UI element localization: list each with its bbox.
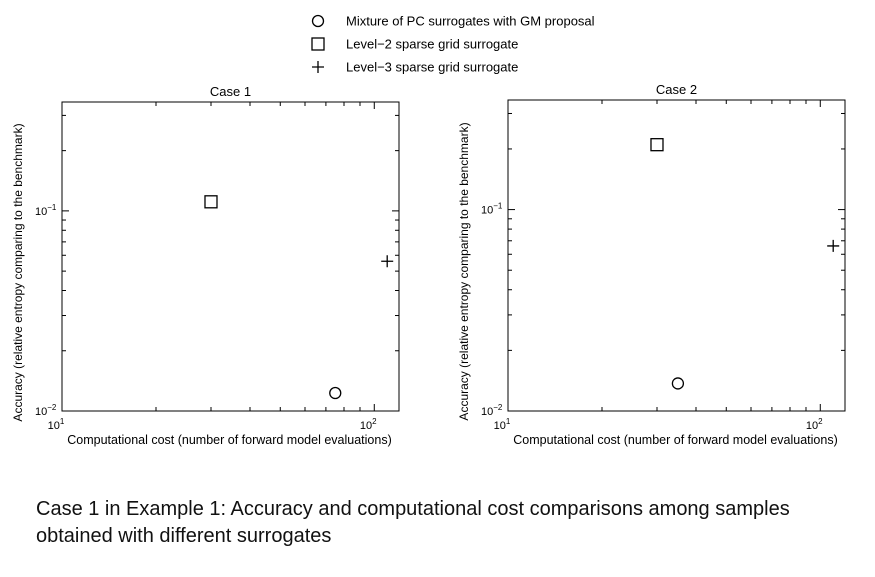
- x-axis-label: Computational cost (number of forward mo…: [67, 433, 391, 447]
- x-tick-label: 101: [494, 417, 511, 432]
- chart-title: Case 2: [656, 82, 697, 97]
- legend-label: Mixture of PC surrogates with GM proposa…: [346, 14, 595, 29]
- y-tick-label: 10−1: [35, 203, 57, 218]
- legend: Mixture of PC surrogates with GM proposa…: [311, 14, 595, 75]
- figure-caption: Case 1 in Example 1: Accuracy and comput…: [36, 498, 790, 547]
- x-tick-label: 102: [360, 417, 377, 432]
- legend-marker-square: [311, 37, 325, 51]
- y-axis-label: Accuracy (relative entropy comparing to …: [11, 123, 25, 421]
- data-point-circle: [329, 386, 342, 400]
- data-point-plus: [827, 239, 840, 252]
- y-axis-label: Accuracy (relative entropy comparing to …: [457, 122, 471, 420]
- x-tick-label: 102: [806, 417, 823, 432]
- y-tick-label: 10−2: [35, 403, 57, 418]
- x-axis-label: Computational cost (number of forward mo…: [513, 433, 837, 447]
- data-point-plus: [381, 255, 394, 268]
- data-point-circle: [671, 377, 685, 390]
- data-point-square: [204, 195, 218, 209]
- legend-marker-circle: [311, 14, 325, 28]
- plot-area: [61, 101, 400, 412]
- legend-marker-plus: [312, 61, 324, 73]
- chart-panel-2: Case 2 101 102 10−2 10−1 Computational cost (…: [457, 82, 846, 447]
- axis-ticks: [507, 100, 845, 412]
- data-point-square: [650, 138, 664, 152]
- legend-label: Level−3 sparse grid surrogate: [346, 60, 518, 75]
- y-tick-label: 10−1: [481, 202, 503, 217]
- figure: Mixture of PC surrogates with GM proposa…: [11, 14, 846, 447]
- legend-label: Level−2 sparse grid surrogate: [346, 37, 518, 52]
- axis-ticks: [61, 102, 399, 412]
- y-tick-label: 10−2: [481, 403, 503, 418]
- chart-title: Case 1: [210, 84, 251, 99]
- chart-panel-1: Case 1 101 102 10−2 10−1 Computational cost (…: [11, 84, 400, 447]
- plot-area: [507, 99, 846, 412]
- x-tick-label: 101: [48, 417, 65, 432]
